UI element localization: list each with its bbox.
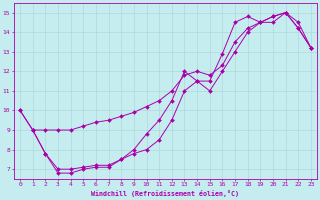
X-axis label: Windchill (Refroidissement éolien,°C): Windchill (Refroidissement éolien,°C) [92,190,239,197]
